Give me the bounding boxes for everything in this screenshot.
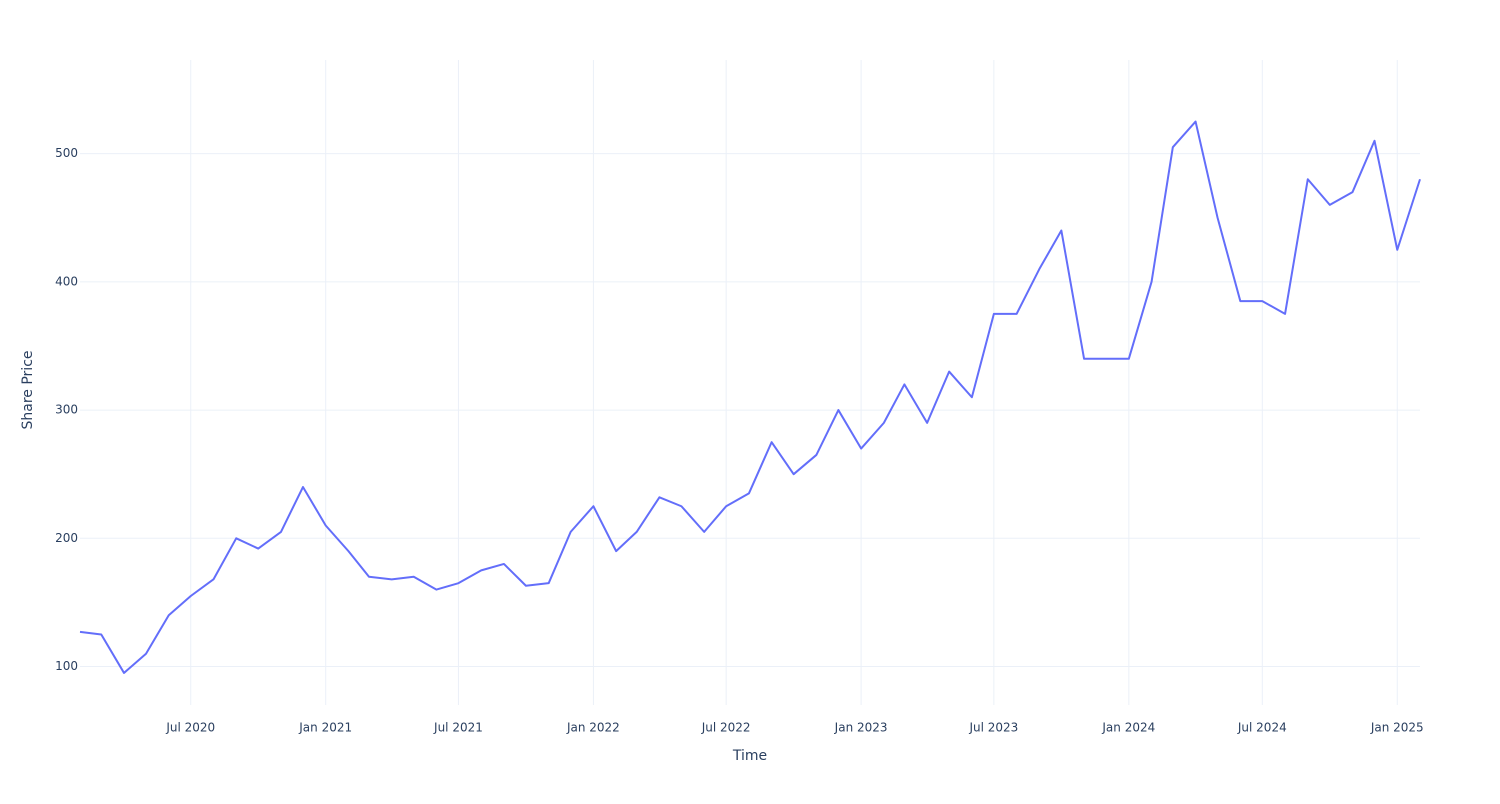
price-line [79,120,1421,674]
x-tick-label: Jan 2024 [1101,721,1155,735]
x-axis-title: Time [732,748,767,764]
x-tick-label: Jul 2024 [1237,721,1287,735]
y-tick-label: 400 [55,274,78,288]
y-tick-label: 100 [55,659,78,673]
x-tick-label: Jul 2021 [433,721,483,735]
y-tick-label: 200 [55,531,78,545]
x-tick-label: Jul 2022 [701,721,751,735]
y-tick-label: 300 [55,403,78,417]
x-tick-label: Jan 2023 [834,721,888,735]
x-tick-label: Jul 2020 [165,721,215,735]
x-tick-label: Jan 2025 [1370,721,1424,735]
y-axis-title: Share Price [20,350,36,429]
x-tick-label: Jul 2023 [968,721,1018,735]
y-tick-label: 500 [55,146,78,160]
x-tick-label: Jan 2022 [566,721,620,735]
x-tick-label: Jan 2021 [298,721,352,735]
